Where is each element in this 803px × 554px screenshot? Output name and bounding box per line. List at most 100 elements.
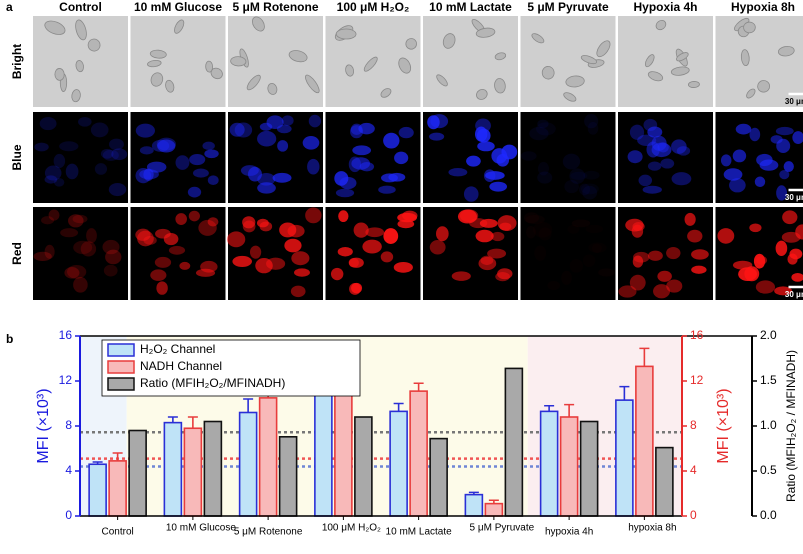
column-header: Control — [59, 0, 102, 14]
cell — [497, 268, 512, 279]
cell — [257, 131, 276, 147]
scale-bar-label: 30 μm — [785, 97, 803, 106]
image-frame — [618, 16, 713, 107]
x-tick-label: hypoxia 4h — [545, 527, 593, 538]
cell — [647, 127, 662, 138]
cell — [54, 178, 64, 187]
axis-title: MFI (×10³) — [35, 388, 52, 463]
cell — [105, 250, 121, 265]
cell — [480, 219, 498, 228]
cell — [397, 220, 414, 228]
cell — [331, 268, 343, 280]
cell — [729, 178, 746, 192]
cell — [189, 211, 200, 222]
cell — [143, 236, 156, 245]
cell — [477, 141, 494, 151]
cell — [291, 251, 309, 265]
bar — [184, 428, 201, 516]
cell — [583, 171, 599, 180]
cell — [136, 124, 155, 138]
column-header: 10 mM Lactate — [429, 0, 512, 14]
column-header: 10 mM Glucose — [134, 0, 222, 14]
cell — [66, 164, 79, 180]
axis-title: MFI (×10³) — [715, 388, 732, 463]
cell — [756, 280, 775, 293]
cell — [241, 165, 259, 176]
column-header: 100 μM H₂O₂ — [337, 0, 410, 14]
cell — [736, 124, 752, 135]
column-header: Hypoxia 4h — [633, 0, 697, 14]
cell — [175, 213, 187, 225]
legend-swatch — [108, 378, 134, 390]
bar — [616, 400, 633, 516]
y-tick-label: 16 — [690, 328, 704, 342]
cell — [585, 225, 603, 233]
cell — [583, 254, 596, 267]
cell — [336, 29, 356, 39]
cell — [572, 219, 591, 227]
cell — [95, 163, 107, 175]
cell — [721, 154, 732, 166]
y-tick-label: 1.5 — [760, 373, 777, 387]
bar — [561, 417, 578, 516]
cell — [352, 145, 371, 155]
y-tick-label: 16 — [59, 328, 73, 342]
cell — [477, 129, 491, 143]
row-label: Blue — [10, 144, 24, 170]
bar — [315, 378, 332, 516]
cell — [378, 186, 396, 194]
cell — [666, 247, 680, 259]
y-tick-label: 0.5 — [760, 463, 777, 477]
row-label: Red — [10, 242, 24, 265]
cell — [687, 230, 702, 243]
cell — [648, 251, 663, 261]
legend-label: Ratio (MFIH₂O₂/MFINADH) — [140, 376, 285, 390]
bar — [129, 431, 146, 517]
cell — [381, 173, 398, 182]
x-tick-label: 5 μM Pyruvate — [470, 523, 535, 534]
cell — [660, 158, 674, 168]
y-tick-label: 2.0 — [760, 328, 777, 342]
cell — [633, 255, 643, 267]
cell — [460, 209, 478, 222]
cell — [140, 146, 154, 154]
cell — [464, 186, 479, 201]
cell — [755, 177, 765, 187]
cell — [381, 251, 393, 262]
cell — [749, 224, 761, 233]
bar — [355, 417, 372, 516]
cell — [648, 161, 661, 170]
cell — [334, 171, 348, 186]
cell — [193, 169, 209, 178]
cell — [733, 261, 752, 270]
cell — [657, 271, 672, 282]
x-tick-label: 5 μM Rotenone — [234, 527, 303, 538]
bar — [656, 448, 673, 516]
column-header: 5 μM Rotenone — [232, 0, 318, 14]
cell — [743, 22, 755, 34]
y-tick-label: 1.0 — [760, 418, 777, 432]
bar — [541, 411, 558, 516]
cell — [756, 154, 773, 166]
bar — [505, 368, 522, 516]
cell — [284, 239, 301, 253]
x-tick-label: 100 μM H₂O₂ — [322, 523, 381, 534]
axis-title: Ratio (MFIH₂O₂ / MFINADH) — [784, 350, 798, 502]
y-tick-label: 12 — [59, 373, 73, 387]
cell — [776, 241, 788, 256]
cell — [60, 228, 78, 237]
cell — [691, 266, 706, 274]
cell — [521, 151, 537, 161]
cell — [402, 211, 417, 221]
y-tick-label: 0 — [65, 508, 72, 522]
cell — [73, 277, 88, 293]
cell — [202, 142, 214, 150]
cell — [68, 214, 84, 227]
panel-label: b — [6, 332, 13, 346]
bar — [390, 411, 407, 516]
cell — [630, 125, 644, 140]
cell — [383, 228, 398, 244]
x-tick-label: 10 mM Lactate — [386, 527, 453, 538]
cell — [643, 186, 662, 194]
cell — [592, 244, 602, 254]
